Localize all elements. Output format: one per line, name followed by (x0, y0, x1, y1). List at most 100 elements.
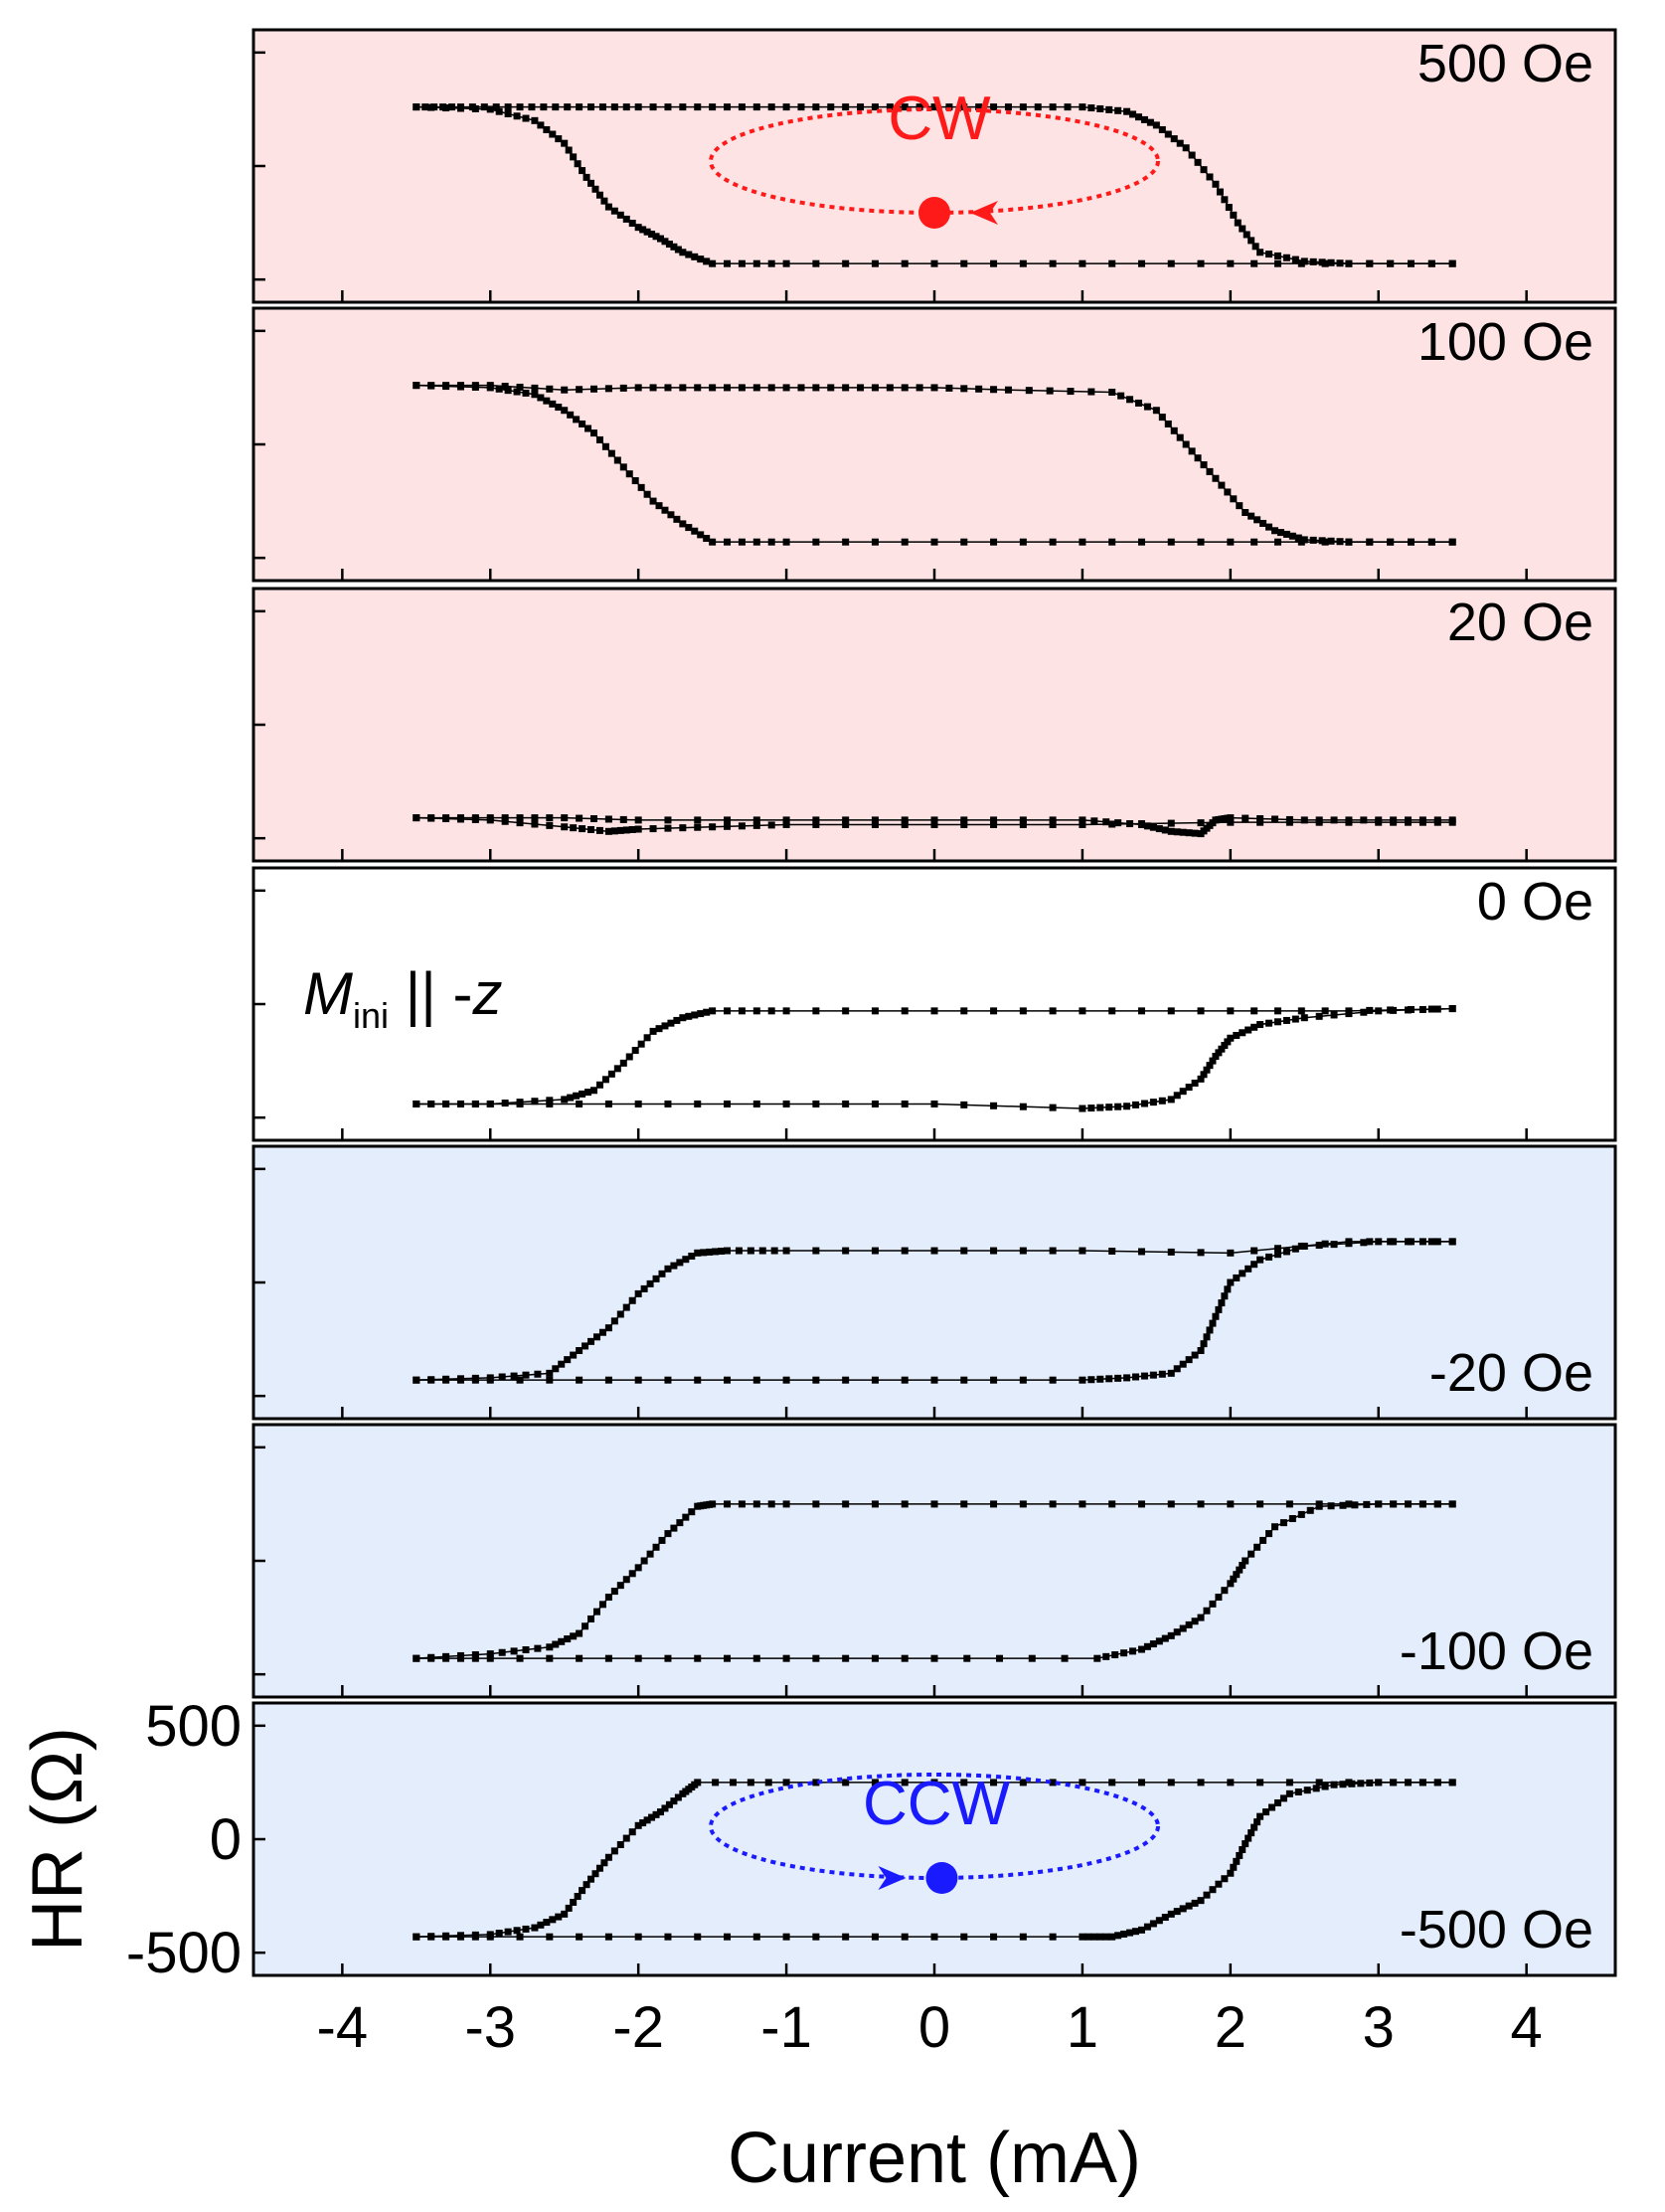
data-point (1271, 1523, 1278, 1531)
data-point (767, 103, 775, 111)
data-point (1273, 538, 1281, 546)
data-point (724, 538, 732, 546)
data-point (930, 1779, 938, 1787)
data-point (1161, 826, 1169, 834)
data-point (960, 1007, 968, 1015)
data-point (1315, 1012, 1323, 1020)
data-point (990, 1933, 998, 1941)
data-point (673, 515, 681, 523)
data-point (1004, 103, 1012, 111)
data-point (1155, 825, 1163, 833)
data-point (1034, 103, 1042, 111)
data-point (1405, 1500, 1413, 1508)
data-point (1294, 534, 1302, 542)
data-point (522, 389, 530, 397)
field-label: 500 Oe (1417, 34, 1593, 93)
data-point (1114, 1103, 1122, 1110)
field-label: -500 Oe (1400, 1900, 1593, 1959)
label-subscript: ini (353, 995, 389, 1036)
data-series-1 (413, 1005, 1456, 1107)
data-point (646, 1550, 654, 1558)
data-point (1242, 1840, 1249, 1848)
data-point (886, 384, 894, 392)
data-point (513, 388, 521, 396)
data-point (706, 1248, 714, 1256)
data-point (1215, 1880, 1223, 1888)
data-point (842, 103, 850, 111)
data-point (724, 384, 732, 392)
data-point (1129, 1647, 1137, 1655)
data-point (664, 1933, 672, 1941)
data-point (1216, 188, 1224, 196)
data-point (564, 1356, 572, 1364)
data-point (990, 386, 998, 394)
data-point (1167, 1500, 1175, 1508)
data-point (1064, 103, 1072, 111)
field-label: 100 Oe (1417, 312, 1593, 372)
data-point (561, 823, 569, 831)
data-point (1273, 1007, 1281, 1015)
data-point (574, 1893, 582, 1901)
panel-background (253, 30, 1615, 302)
data-point (1197, 1779, 1205, 1787)
data-point (628, 220, 636, 228)
data-point (709, 1007, 717, 1015)
data-point (842, 538, 850, 546)
data-point (537, 1921, 545, 1929)
data-point (1433, 818, 1441, 826)
panel-frame (251, 28, 1617, 304)
data-point (812, 1933, 820, 1941)
panel-frame (251, 1701, 1617, 1977)
data-point (634, 825, 642, 833)
data-point (540, 103, 548, 111)
data-point (1282, 530, 1290, 538)
data-point (413, 1933, 420, 1941)
data-point (1067, 388, 1075, 396)
data-point (574, 160, 582, 168)
data-point (670, 243, 678, 251)
data-point (1197, 1614, 1205, 1621)
data-point (1155, 1637, 1163, 1645)
data-point (555, 1913, 563, 1921)
data-point (1167, 1910, 1175, 1918)
data-point (1239, 1562, 1247, 1570)
data-point (724, 259, 732, 267)
data-point (504, 387, 512, 395)
data-point (1149, 1099, 1157, 1106)
data-point (1230, 495, 1238, 503)
data-point (1300, 816, 1308, 824)
data-series-1 (413, 382, 1456, 546)
data-point (471, 104, 479, 112)
data-point (1427, 1238, 1435, 1246)
data-point (901, 816, 909, 824)
data-point (1019, 103, 1027, 111)
data-point (676, 1259, 684, 1267)
data-point (471, 1651, 479, 1659)
data-point (945, 103, 953, 111)
panel-background (253, 1146, 1615, 1419)
data-point (1351, 1501, 1359, 1509)
data-point (610, 103, 618, 111)
data-point (583, 173, 590, 181)
panel-6: -500 Oe CCW (251, 1701, 1617, 1977)
data-point (1105, 1375, 1113, 1383)
data-point (522, 114, 530, 122)
data-point (709, 1500, 717, 1508)
data-point (842, 384, 850, 392)
data-point (631, 1047, 639, 1055)
data-point (812, 103, 820, 111)
data-point (598, 1601, 606, 1609)
data-point (537, 121, 545, 129)
data-series-1 (413, 103, 1456, 267)
data-point (595, 435, 603, 443)
field-label: -20 Oe (1429, 1343, 1593, 1403)
data-point (694, 1779, 702, 1787)
data-point (516, 103, 524, 111)
data-point (1221, 1587, 1229, 1595)
data-point (1185, 1084, 1193, 1092)
data-point (655, 1025, 663, 1033)
data-point (622, 1303, 630, 1311)
data-point (1268, 1803, 1276, 1811)
data-point (413, 103, 420, 111)
data-point (1245, 1026, 1252, 1034)
